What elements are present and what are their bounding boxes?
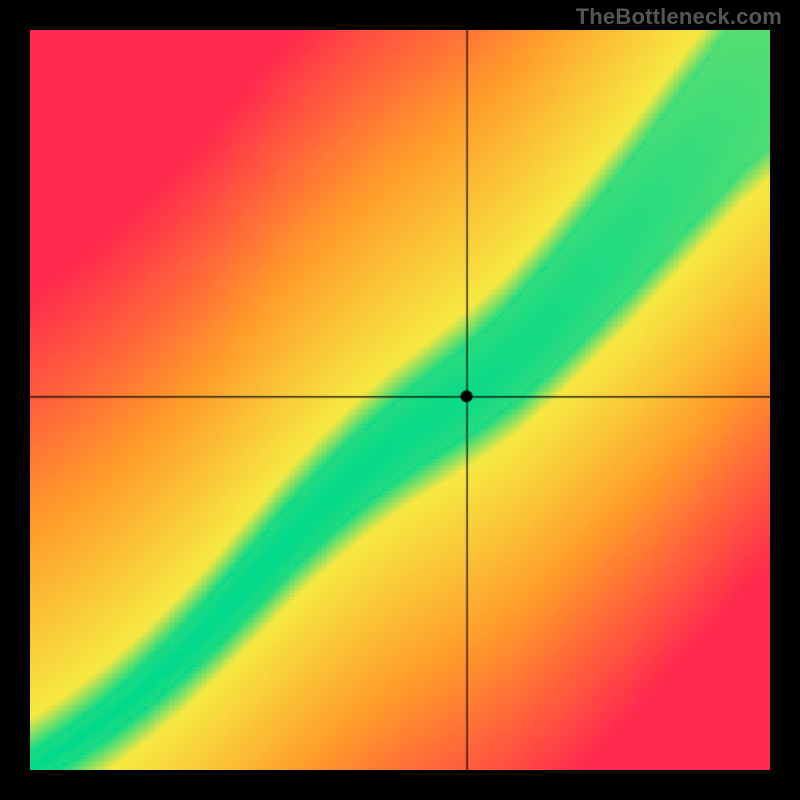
bottleneck-heatmap <box>30 30 770 770</box>
watermark-text: TheBottleneck.com <box>576 4 782 30</box>
chart-container: TheBottleneck.com <box>0 0 800 800</box>
